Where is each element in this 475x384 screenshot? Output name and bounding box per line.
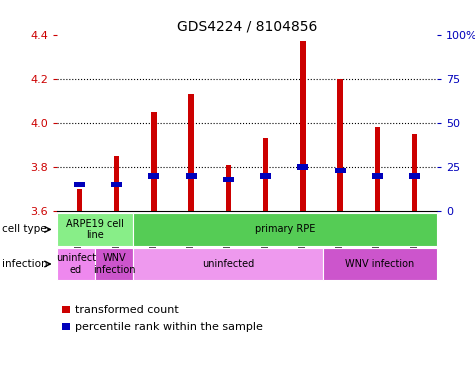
Bar <box>372 173 383 179</box>
Bar <box>263 138 268 211</box>
Text: ARPE19 cell
line: ARPE19 cell line <box>66 218 124 240</box>
Title: GDS4224 / 8104856: GDS4224 / 8104856 <box>177 20 317 33</box>
Bar <box>148 173 160 179</box>
Bar <box>337 79 343 211</box>
Bar <box>111 182 122 187</box>
Bar <box>297 164 308 170</box>
Bar <box>334 168 346 173</box>
Bar <box>223 177 234 182</box>
Bar <box>76 189 82 211</box>
Bar <box>188 94 194 211</box>
Bar <box>412 134 418 211</box>
Text: infection: infection <box>2 259 48 269</box>
Text: uninfected: uninfected <box>202 259 254 269</box>
Bar <box>300 41 306 211</box>
Bar <box>186 173 197 179</box>
Text: percentile rank within the sample: percentile rank within the sample <box>75 322 263 332</box>
Text: cell type: cell type <box>2 224 47 235</box>
Bar <box>375 127 380 211</box>
Bar <box>260 173 271 179</box>
Bar <box>226 165 231 211</box>
Bar <box>74 182 85 187</box>
Text: uninfect
ed: uninfect ed <box>56 253 96 275</box>
Bar <box>114 156 119 211</box>
Bar <box>151 112 157 211</box>
Text: primary RPE: primary RPE <box>255 224 315 235</box>
Text: transformed count: transformed count <box>75 305 179 314</box>
Bar <box>409 173 420 179</box>
Text: WNV
infection: WNV infection <box>93 253 135 275</box>
Text: WNV infection: WNV infection <box>345 259 415 269</box>
